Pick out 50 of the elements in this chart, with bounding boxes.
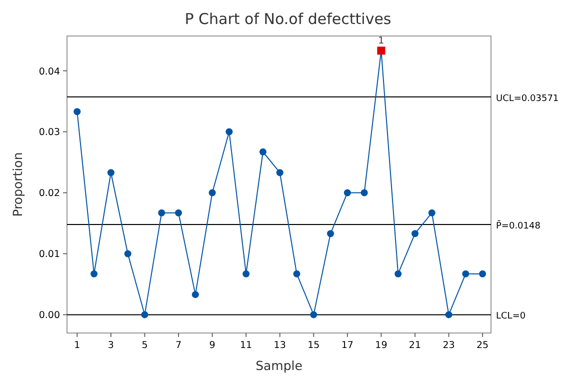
annotation: 1 <box>378 36 384 47</box>
y-tick-label: 0.02 <box>38 188 60 200</box>
x-tick-label: 25 <box>476 340 489 351</box>
point <box>107 169 114 176</box>
point <box>259 148 266 156</box>
point <box>276 169 284 176</box>
x-tick-label: 23 <box>442 340 455 351</box>
point <box>90 270 98 278</box>
y-tick-label: 0.04 <box>38 66 60 78</box>
point <box>208 189 216 196</box>
x-tick-label: 11 <box>240 340 252 351</box>
ref-line-label: P̄=0.0148 <box>496 220 541 232</box>
point <box>158 209 166 216</box>
point <box>124 250 132 258</box>
x-tick-label: 21 <box>408 340 422 351</box>
point <box>445 311 452 318</box>
y-tick-label: 0.00 <box>38 310 60 322</box>
point <box>377 46 386 55</box>
ref-line-label: LCL=0 <box>496 312 526 322</box>
y-tick-label: 0.03 <box>38 127 60 138</box>
x-tick-label: 19 <box>375 340 388 351</box>
point <box>360 189 368 196</box>
x-tick-label: 1 <box>74 340 80 351</box>
point <box>344 189 351 196</box>
y-tick-label: 0.01 <box>38 249 60 260</box>
point <box>411 230 418 238</box>
y-axis-title: Proportion <box>10 152 25 217</box>
chart-title: P Chart of No.of defecttives <box>184 10 392 28</box>
point <box>74 108 81 116</box>
point <box>242 270 250 278</box>
point <box>226 128 233 136</box>
point <box>310 311 318 318</box>
point <box>141 311 148 318</box>
point <box>192 291 199 298</box>
point <box>293 270 300 278</box>
point <box>327 230 334 238</box>
x-axis-title: Sample <box>256 358 303 373</box>
x-tick-label: 15 <box>308 340 320 351</box>
point <box>428 209 436 216</box>
x-tick-label: 3 <box>108 340 114 351</box>
x-tick-label: 17 <box>341 340 354 351</box>
point <box>174 209 182 216</box>
x-tick-label: 5 <box>142 340 148 351</box>
ref-line-label: UCL=0.03571 <box>496 94 559 104</box>
point <box>462 270 470 278</box>
point <box>479 270 486 278</box>
x-tick-label: 9 <box>209 340 216 351</box>
x-tick-label: 13 <box>274 340 286 351</box>
x-tick-label: 7 <box>175 340 182 351</box>
point <box>394 270 402 278</box>
